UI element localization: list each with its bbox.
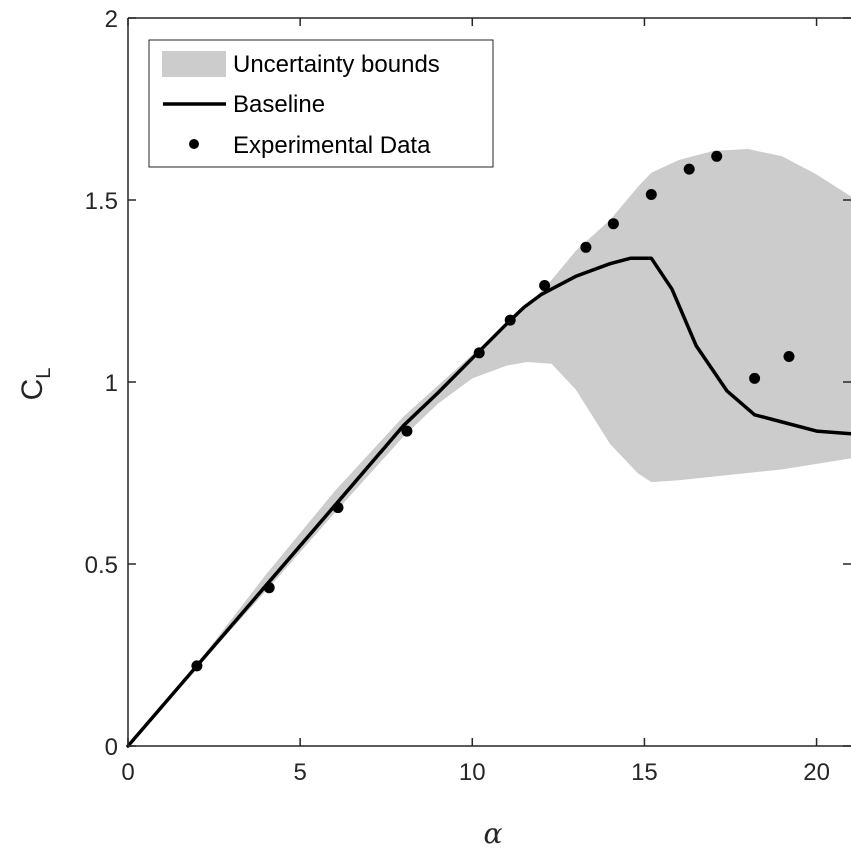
x-ticks: 0 5 10 15 20 <box>121 18 830 786</box>
experimental-data-point <box>191 660 203 672</box>
legend-label-experimental: Experimental Data <box>233 132 431 159</box>
legend-label-baseline: Baseline <box>233 91 325 118</box>
experimental-data-point <box>683 163 695 175</box>
plot-area <box>126 149 851 748</box>
y-axis-label-subscript: L <box>33 368 55 379</box>
axes: 0 5 10 15 20 0 0.5 1 1.5 2 <box>85 6 851 786</box>
experimental-data-point <box>504 314 516 326</box>
x-tick-label: 0 <box>121 759 134 786</box>
experimental-data-point <box>711 150 723 162</box>
baseline-line <box>126 256 851 748</box>
experimental-data-point <box>645 189 657 200</box>
uncertainty-band <box>128 149 851 746</box>
experimental-data-point <box>473 347 485 359</box>
y-tick-label: 1.5 <box>85 188 118 215</box>
y-axis-label: CL <box>16 368 55 401</box>
y-axis-label-main: C <box>16 379 49 401</box>
experimental-data-point <box>332 502 344 514</box>
y-tick-label: 0 <box>105 734 118 761</box>
x-tick-label: 10 <box>459 759 486 786</box>
legend-swatch-experimental <box>189 139 199 149</box>
legend: Uncertainty bounds Baseline Experimental… <box>148 39 494 168</box>
x-axis-label: α <box>484 817 503 849</box>
experimental-data-point <box>539 280 551 291</box>
y-tick-label: 0.5 <box>85 552 118 579</box>
experimental-data-point <box>749 372 761 384</box>
legend-label-uncertainty: Uncertainty bounds <box>233 51 440 78</box>
y-tick-label: 2 <box>105 6 118 33</box>
experimental-data-point <box>783 351 795 362</box>
experimental-data-point <box>263 582 275 594</box>
x-tick-label: 5 <box>293 759 306 786</box>
legend-swatch-uncertainty <box>162 51 226 77</box>
experimental-data-markers <box>191 150 795 672</box>
experimental-data-point <box>580 241 592 253</box>
y-tick-label: 1 <box>105 370 118 397</box>
experimental-data-point <box>401 425 413 437</box>
experimental-data-point <box>607 218 619 230</box>
x-tick-label: 15 <box>631 759 658 786</box>
x-tick-label: 20 <box>803 759 830 786</box>
y-ticks: 0 0.5 1 1.5 2 <box>85 6 851 761</box>
